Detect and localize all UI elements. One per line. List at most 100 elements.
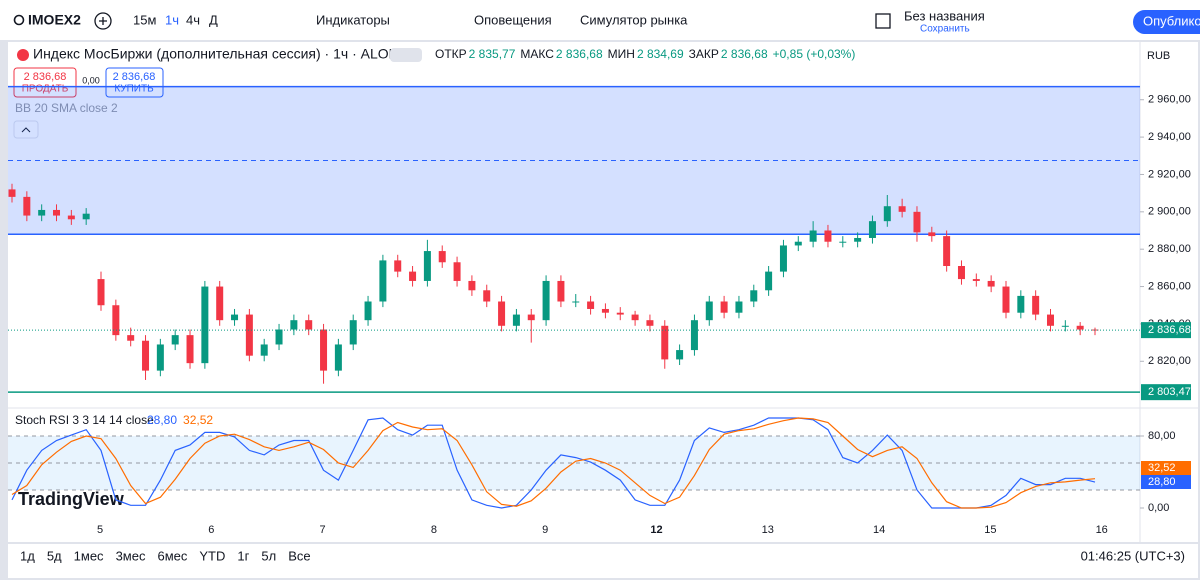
x-tick-label: 13 [762, 524, 774, 536]
candle-body [913, 211, 921, 233]
legend-value: 2 835,77 [469, 47, 516, 61]
price-tick-label: 2 960,00 [1148, 94, 1191, 106]
candle-body [957, 266, 965, 280]
plus [99, 17, 107, 25]
x-tick-label: 12 [650, 524, 662, 536]
candle-body [572, 301, 580, 303]
candle-body [171, 335, 179, 345]
range-button[interactable]: Все [288, 548, 310, 563]
layout-name[interactable]: Без названия [904, 8, 985, 23]
candle-body [127, 335, 135, 341]
candle-body [750, 290, 758, 302]
price-tick-label: 2 920,00 [1148, 168, 1191, 180]
candle-body [779, 245, 787, 272]
candle-body [468, 280, 476, 291]
candle-body [186, 335, 194, 364]
candle-body [260, 344, 268, 356]
indicator-badge [1141, 461, 1191, 475]
sell-button[interactable] [13, 67, 77, 98]
x-tick-label: 5 [97, 524, 103, 536]
symbol-icon [17, 49, 29, 61]
interval[interactable]: 1ч [165, 12, 179, 27]
alerts-button[interactable]: Оповещения [474, 12, 552, 27]
indicators-button[interactable]: Индикаторы [316, 12, 390, 27]
candle-body [231, 314, 239, 321]
currency[interactable]: RUB [1147, 50, 1170, 62]
price-badge-label: 2 803,47 [1148, 386, 1191, 398]
candle-body [705, 301, 713, 321]
x-tick-label: 16 [1096, 524, 1108, 536]
candle-body [1017, 295, 1025, 313]
candle-body [527, 314, 535, 321]
range-button[interactable]: 1д [20, 548, 35, 563]
range-button[interactable]: 6мес [157, 548, 187, 563]
x-tick-label: 15 [984, 524, 996, 536]
candle-body [794, 241, 802, 246]
candle-body [661, 325, 669, 360]
candle-body [616, 312, 624, 315]
layout-checkbox[interactable] [875, 13, 891, 29]
stoch-line [11, 417, 1096, 509]
indicator-tick-label: 80,00 [1148, 430, 1176, 442]
candle-body [438, 251, 446, 263]
add-symbol[interactable] [94, 12, 112, 30]
save-link[interactable]: Сохранить [920, 24, 970, 35]
price-tick-label: 2 940,00 [1148, 131, 1191, 143]
range-button[interactable]: 3мес [116, 548, 146, 563]
candle-body [735, 301, 743, 313]
search-icon[interactable] [13, 14, 25, 26]
candle-body [38, 209, 46, 216]
price-tick-label: 2 820,00 [1148, 355, 1191, 367]
legend-label: МИН [608, 47, 635, 61]
candle-body [542, 280, 550, 321]
legend-label: ОТКР [435, 47, 467, 61]
candle-body [601, 308, 609, 313]
collapse-button[interactable] [13, 120, 39, 139]
candle-body [23, 196, 31, 216]
range-button[interactable]: 5л [261, 548, 276, 563]
range-button[interactable]: 1г [237, 548, 249, 563]
candle-body [1076, 325, 1084, 330]
publish-label: Опубликовать [1143, 13, 1200, 28]
candle-body [928, 232, 936, 237]
top-toolbar [0, 0, 1200, 40]
candle-body [216, 286, 224, 321]
candle-body [631, 314, 639, 321]
indicator-title: Stoch RSI 3 3 14 14 close [15, 413, 154, 427]
candle-body [290, 320, 298, 330]
candle-body [379, 260, 387, 302]
range-button[interactable]: 5д [47, 548, 62, 563]
buy-button[interactable] [105, 67, 164, 98]
symbol[interactable]: IMOEX2 [28, 12, 81, 28]
candle-body [305, 320, 313, 330]
candle-body [512, 314, 520, 326]
indicator-badge-label: 32,52 [1148, 462, 1176, 474]
candle-body [765, 271, 773, 291]
sell-price: 2 836,68 [24, 71, 67, 83]
candle-body [883, 206, 891, 222]
candle-body [646, 320, 654, 326]
sell-label: ПРОДАТЬ [22, 84, 69, 95]
legend-value: 2 836,68 [721, 47, 768, 61]
candle-body [868, 221, 876, 238]
range-button[interactable]: YTD [199, 548, 225, 563]
clock[interactable]: 01:46:25 (UTC+3) [1081, 548, 1185, 563]
interval[interactable]: Д [209, 12, 218, 27]
indicator-legend: BB 20 SMA close 2 [15, 101, 118, 115]
indicator-badge [1141, 475, 1191, 489]
candle-body [809, 230, 817, 242]
legend-label: ЗАКР [689, 47, 719, 61]
candle-body [898, 206, 906, 212]
candle-body [53, 209, 61, 216]
candle-body [972, 279, 980, 281]
interval[interactable]: 4ч [186, 12, 200, 27]
range-button[interactable]: 1мес [74, 548, 104, 563]
x-tick-label: 6 [208, 524, 214, 536]
indicator-value: 32,52 [183, 413, 213, 427]
candle-body [483, 290, 491, 302]
legend-title: Индекс МосБиржи (дополнительная сессия) … [33, 46, 399, 62]
simulator-button[interactable]: Симулятор рынка [580, 12, 688, 27]
candle-body [587, 301, 595, 309]
publish-button[interactable] [1133, 10, 1200, 34]
interval[interactable]: 15м [133, 12, 156, 27]
